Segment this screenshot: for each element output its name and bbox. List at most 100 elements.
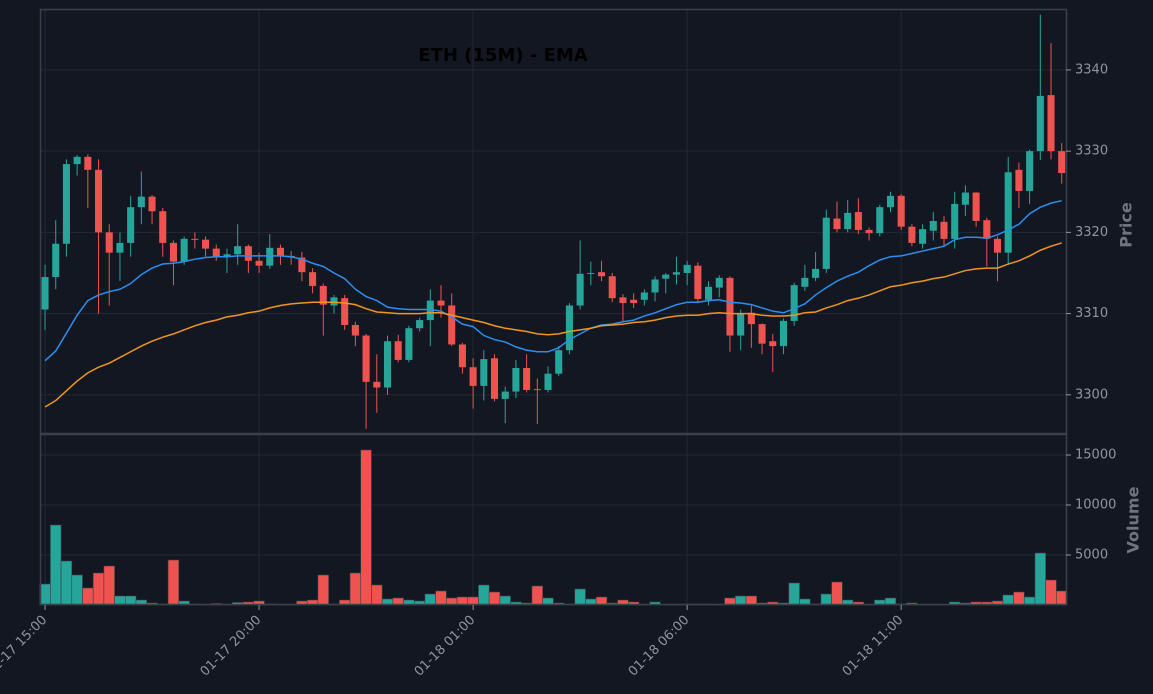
candle-body — [812, 268, 820, 278]
y-axis-label: Price — [1117, 202, 1136, 248]
volume-bar — [478, 584, 490, 606]
candle-body — [191, 238, 199, 240]
candle-body — [180, 238, 188, 262]
candle-body — [747, 312, 755, 325]
candle-body — [351, 324, 359, 336]
candle-body — [84, 156, 92, 170]
candle-body — [1026, 151, 1034, 191]
volume-bar — [92, 572, 105, 606]
candle-body — [983, 220, 991, 239]
volume-bar — [574, 588, 586, 606]
volume-bar — [82, 587, 94, 606]
candle-body — [234, 246, 242, 255]
candle-body — [212, 248, 220, 257]
candle-body — [41, 277, 49, 310]
volume-bar — [788, 582, 800, 606]
candle-body — [405, 328, 413, 360]
candle-body — [705, 286, 713, 300]
volume-bar — [50, 524, 62, 606]
candle-body — [244, 246, 252, 261]
candle-body — [330, 297, 338, 306]
candle-body — [1058, 151, 1066, 174]
volume-bar — [167, 559, 180, 606]
candle-body — [105, 232, 113, 253]
grid — [40, 9, 1066, 605]
candle-body — [630, 299, 638, 304]
candle-body — [1036, 95, 1044, 152]
candle-body — [683, 264, 691, 273]
volume-bar — [735, 595, 747, 606]
candle-body — [148, 196, 156, 212]
candle-body — [587, 272, 595, 274]
candle-body — [737, 313, 745, 336]
candle-body — [1004, 172, 1012, 253]
volume-bar — [103, 565, 115, 606]
volume-bar — [831, 581, 843, 606]
candle-body — [790, 285, 798, 321]
volume-bar — [531, 585, 543, 606]
candle-body — [276, 247, 285, 256]
candle-body — [52, 243, 60, 278]
y-tick-label: 3340 — [1075, 62, 1108, 77]
volume-bar — [820, 593, 832, 606]
candle-body — [779, 320, 787, 347]
candle-body — [726, 277, 734, 336]
candle-body — [662, 274, 670, 279]
volume-bar — [71, 574, 83, 606]
volume-axis-label: Volume — [1124, 486, 1143, 553]
ema-line — [44, 199, 1062, 362]
candle-body — [362, 335, 370, 382]
candle-body — [95, 169, 103, 233]
candle-body — [886, 195, 895, 208]
candle-body — [672, 272, 680, 275]
y-tick-label: 3300 — [1075, 387, 1108, 402]
volume-bar — [424, 593, 436, 606]
candle-body — [490, 358, 499, 399]
volume-tick-label: 15000 — [1075, 448, 1116, 463]
volume-bar — [435, 590, 447, 606]
candle-body — [202, 239, 210, 249]
candle-body — [951, 203, 959, 239]
volume-bar — [745, 595, 758, 606]
chart-title: ETH (15M) - EMA — [418, 45, 588, 66]
candle-body — [341, 298, 349, 325]
candle-body — [319, 285, 327, 305]
volume-bar — [360, 449, 372, 606]
candle-body — [908, 226, 916, 243]
candle-body — [576, 273, 584, 306]
volume-bar — [114, 595, 126, 606]
candle-body — [769, 341, 777, 347]
candle-body — [159, 211, 167, 243]
candle-body — [137, 196, 145, 208]
candle-body — [116, 242, 124, 253]
candle-body — [961, 192, 969, 205]
volume-bar — [499, 595, 511, 606]
y-tick-label: 3310 — [1075, 306, 1108, 321]
candle-body — [127, 207, 135, 243]
y-tick-label: 3330 — [1075, 144, 1108, 159]
volume-bar — [1013, 591, 1025, 606]
candle-body — [844, 212, 852, 230]
candle-body — [640, 292, 648, 300]
candle-body — [62, 164, 70, 244]
volume-tick-label: 10000 — [1075, 498, 1116, 513]
candle-body — [373, 381, 381, 388]
candle-body — [544, 373, 552, 390]
candle-body — [223, 254, 231, 257]
candle-body — [437, 300, 445, 306]
volume-bar — [39, 583, 51, 606]
candle-body — [897, 195, 905, 227]
candle-body — [651, 279, 659, 293]
candle-body — [1015, 169, 1023, 191]
candle-body — [309, 272, 317, 286]
candle-body — [169, 242, 177, 262]
candle-body — [426, 300, 434, 321]
candle-body — [266, 247, 274, 266]
price-panel-frame — [39, 8, 1068, 435]
candle-body — [619, 297, 627, 304]
candle-body — [833, 218, 841, 230]
candle-body — [469, 367, 477, 386]
